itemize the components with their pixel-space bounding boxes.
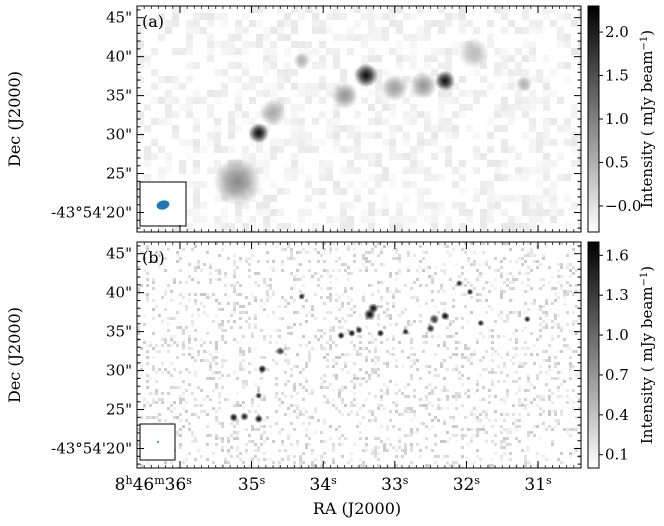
source-blob	[229, 413, 238, 422]
colorbar-strip	[587, 241, 600, 469]
source-blob	[458, 37, 490, 69]
source-blob	[354, 63, 379, 88]
colorbar-tick-label: 1.5	[605, 67, 629, 85]
ytick-label: 35"	[106, 323, 132, 341]
source-blob	[293, 51, 311, 70]
xtick-label: 35s	[238, 474, 266, 496]
ytick-label: -43°54'20"	[51, 204, 132, 222]
panel-b-axes: -43°54'20" 25" 30" 35" 40" 45" 8h46m36s 35s 34s 3…	[51, 242, 581, 495]
xtick-label: 8h46m36s	[115, 474, 193, 496]
source-blob	[523, 315, 531, 323]
source-blob	[429, 314, 440, 325]
source-blob	[248, 122, 270, 144]
source-blob	[255, 392, 263, 399]
colorbar-tick-label: 1.3	[605, 286, 629, 304]
source-blob	[259, 99, 287, 127]
panel-a-axes: -43°54'20" 25" 30" 35" 40" 45"	[51, 6, 581, 232]
source-blob	[240, 412, 249, 421]
colorbar-tick-label: 0.4	[605, 406, 629, 424]
panel-a: (a) -43°54'20" 25" 30" 35" 40" 45" Dec (J2000…	[5, 5, 656, 233]
panel-a-colorbar: −0.0 0.5 1.0 1.5 2.0 Intensity ( mJy beam−1)	[587, 5, 656, 233]
source-blob	[466, 288, 474, 296]
colorbar-label: Intensity ( mJy beam−1)	[638, 30, 656, 208]
colorbar-tick-label: 1.0	[605, 326, 629, 344]
panel-b-colorbar: 0.1 0.4 0.7 1.0 1.3 1.6 Intensity ( mJy beam−1…	[587, 241, 656, 469]
source-blob	[330, 81, 359, 110]
ytick-label: 45"	[106, 9, 132, 27]
colorbar-tick-label: 0.7	[605, 366, 629, 384]
panel-b-beam-inset	[139, 423, 176, 461]
colorbar-label: Intensity ( mJy beam−1)	[638, 266, 656, 444]
ytick-label: 30"	[106, 362, 132, 380]
source-blob	[337, 331, 345, 340]
source-blob	[402, 328, 409, 336]
xtick-label: 33s	[381, 474, 409, 496]
ytick-label: 45"	[106, 245, 132, 263]
xtick-label: 31s	[524, 474, 552, 496]
source-blob	[376, 329, 385, 337]
panel-b-xlabel: RA (J2000)	[313, 499, 401, 518]
source-blob	[213, 157, 262, 206]
colorbar-tick-label: 1.0	[605, 110, 629, 128]
source-blob	[440, 311, 450, 321]
panel-a-beam-inset	[139, 181, 187, 227]
source-blob	[455, 279, 463, 287]
panel-a-ylabel: Dec (J2000)	[5, 71, 24, 167]
panel-b-intensity-map	[137, 242, 581, 468]
colorbar-tick-label: 2.0	[605, 23, 629, 41]
source-blob	[348, 329, 356, 337]
source-blob	[254, 414, 264, 424]
ytick-label: 40"	[106, 48, 132, 66]
source-blob	[434, 70, 456, 92]
source-blob	[258, 364, 267, 374]
ytick-label: 25"	[106, 165, 132, 183]
ytick-label: -43°54'20"	[51, 440, 132, 458]
colorbar-tick-label: 0.1	[605, 446, 629, 464]
ytick-label: 35"	[106, 87, 132, 105]
xtick-label: 34s	[310, 474, 338, 496]
colorbar-tick-label: 1.6	[605, 246, 629, 264]
beam-ellipse	[157, 441, 159, 443]
source-blob	[298, 293, 306, 300]
panel-b-label: (b)	[142, 248, 165, 267]
ytick-label: 40"	[106, 284, 132, 302]
source-blob	[477, 319, 485, 327]
ytick-label: 30"	[106, 126, 132, 144]
beam-ellipse	[156, 200, 170, 210]
source-blob	[355, 326, 363, 334]
source-blob	[515, 75, 533, 93]
colorbar-tick-label: −0.0	[605, 197, 641, 215]
source-blob	[368, 303, 379, 314]
colorbar-strip	[587, 5, 600, 233]
panel-a-label: (a)	[142, 12, 164, 31]
panel-a-intensity-map	[137, 6, 581, 232]
ytick-label: 25"	[106, 401, 132, 419]
colorbar-tick-label: 0.5	[605, 153, 629, 171]
source-blob	[275, 346, 285, 356]
source-blob	[381, 74, 409, 102]
panel-b-ylabel: Dec (J2000)	[5, 307, 24, 403]
xtick-label: 32s	[453, 474, 481, 496]
source-blob	[426, 324, 435, 333]
source-blob	[409, 71, 438, 100]
panel-b: (b) -43°54'20" 25" 30" 35" 40" 45" 8h46m36s 35s…	[5, 241, 656, 518]
